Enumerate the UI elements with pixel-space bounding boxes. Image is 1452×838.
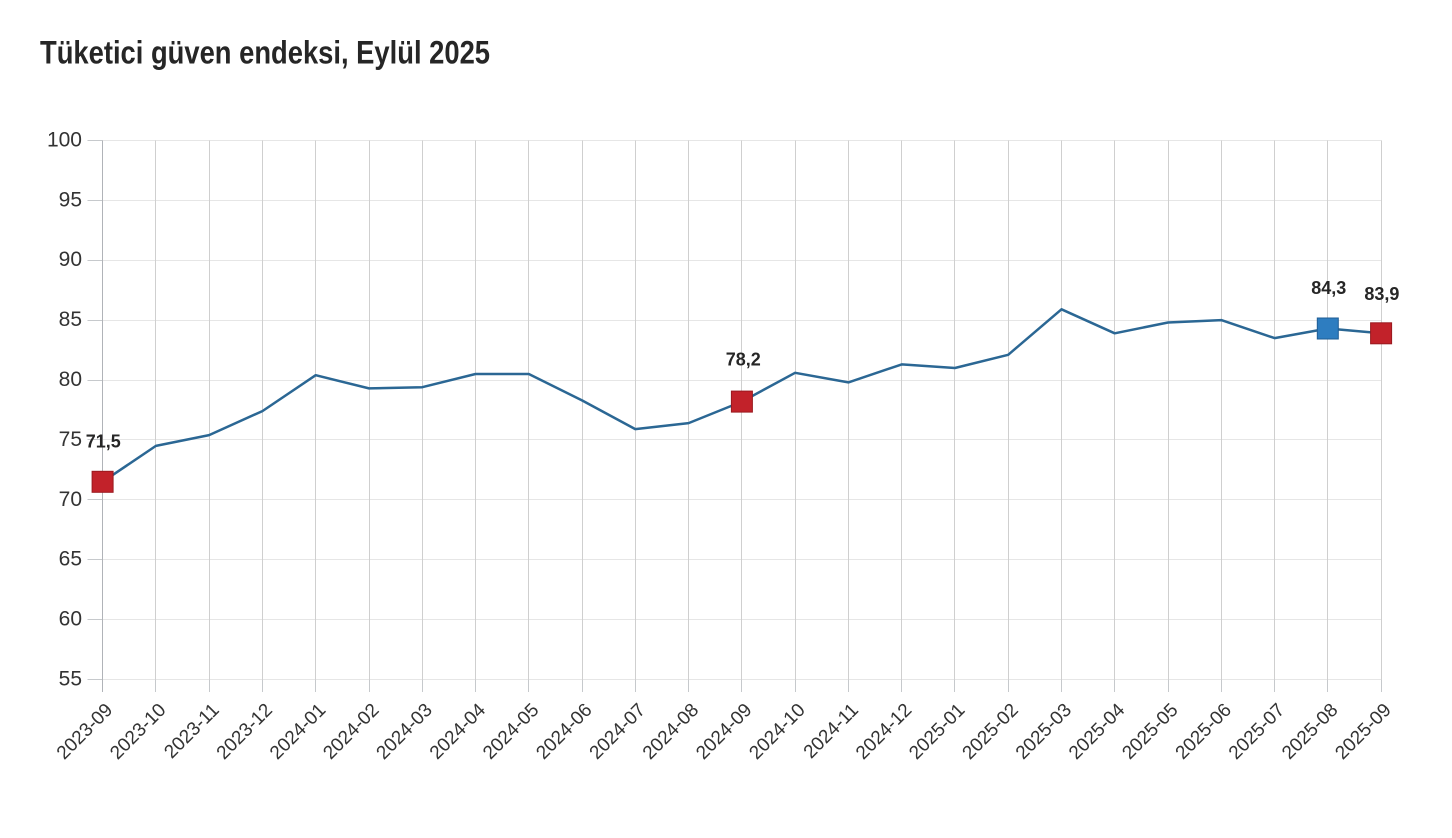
svg-text:Tüketici güven endeksi, Eylül: Tüketici güven endeksi, Eylül 2025: [40, 35, 490, 71]
svg-text:100: 100: [47, 128, 82, 151]
svg-text:95: 95: [59, 188, 82, 211]
svg-text:71,5: 71,5: [86, 431, 121, 451]
svg-text:90: 90: [59, 248, 82, 271]
svg-text:65: 65: [59, 548, 82, 571]
svg-text:84,3: 84,3: [1311, 278, 1346, 298]
svg-text:83,9: 83,9: [1364, 284, 1399, 304]
svg-text:60: 60: [59, 608, 82, 631]
svg-text:75: 75: [59, 428, 82, 451]
svg-text:85: 85: [59, 308, 82, 331]
svg-text:55: 55: [59, 668, 82, 691]
svg-text:80: 80: [59, 368, 82, 391]
svg-text:78,2: 78,2: [726, 350, 761, 370]
svg-text:70: 70: [59, 488, 82, 511]
